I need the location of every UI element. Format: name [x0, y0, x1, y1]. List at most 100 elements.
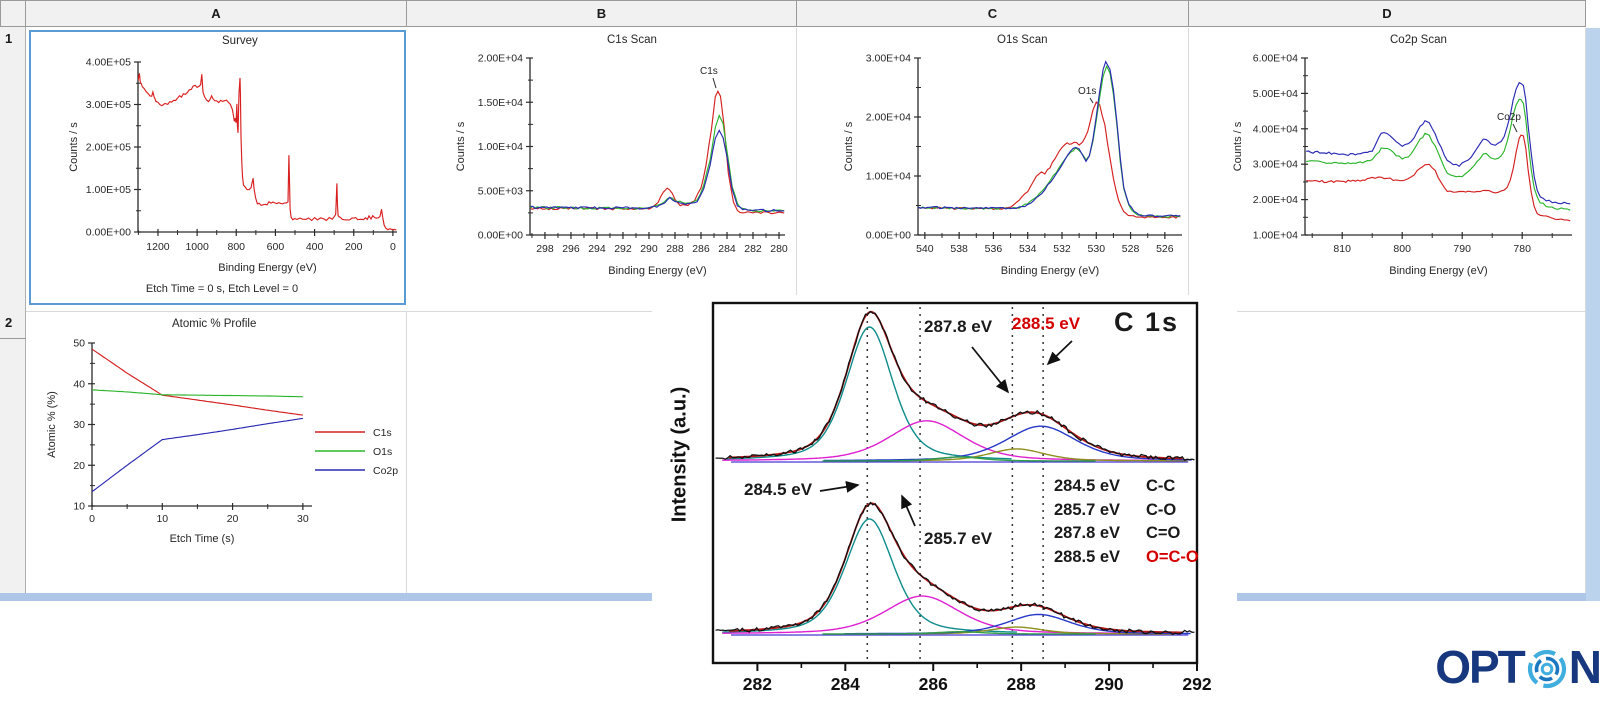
- cell-b1-c1s-scan-chart[interactable]: 298 296 294 292 290 288 286 284 282 280 0.00E+00 5.…: [407, 28, 797, 310]
- column-header-label: A: [211, 6, 221, 21]
- svg-text:286: 286: [919, 674, 948, 694]
- row-separator: [0, 338, 26, 339]
- svg-text:284: 284: [718, 243, 736, 255]
- column-header-d[interactable]: D: [1189, 0, 1586, 27]
- svg-text:282: 282: [744, 243, 762, 255]
- svg-text:20: 20: [73, 460, 85, 472]
- svg-text:800: 800: [228, 241, 246, 253]
- svg-text:0: 0: [390, 241, 396, 253]
- svg-text:1.00E+04: 1.00E+04: [478, 141, 523, 153]
- svg-text:C1s: C1s: [700, 66, 718, 77]
- svg-text:30: 30: [73, 419, 85, 431]
- cell-d1-co2p-scan-chart[interactable]: 810 800 790 780 1.00E+04 2.00E+04 3.00E+04 4.00…: [1189, 28, 1586, 310]
- c1s-fit-plot: 282 284 286 288 290 292: [711, 301, 1212, 694]
- svg-text:Etch Time = 0 s, Etch Level =: Etch Time = 0 s, Etch Level = 0: [146, 283, 298, 295]
- peak-energy: 287.8 eV: [1054, 524, 1121, 543]
- gridline-row1-bottom-left: [26, 311, 652, 312]
- svg-text:286: 286: [692, 243, 710, 255]
- svg-text:600: 600: [267, 241, 285, 253]
- peak-energy: 285.7 eV: [1054, 500, 1121, 519]
- svg-text:298: 298: [536, 243, 554, 255]
- svg-text:Atomic % (%): Atomic % (%): [46, 391, 58, 458]
- svg-text:C1s Scan: C1s Scan: [607, 34, 657, 46]
- gridline-row1-bottom-right: [1237, 311, 1586, 312]
- peak-assignment-table: 284.5 eV C-C 285.7 eV C-O 287.8 eV C=O 288.…: [1054, 475, 1199, 569]
- peak-assignment: O=C-O: [1146, 547, 1199, 566]
- svg-text:1000: 1000: [185, 241, 209, 253]
- logo-text-right: N: [1568, 641, 1600, 693]
- row-header-1[interactable]: 1: [5, 31, 13, 46]
- sheet-right-margin: [1586, 28, 1600, 601]
- svg-text:280: 280: [770, 243, 788, 255]
- column-header-b[interactable]: B: [407, 0, 797, 27]
- svg-text:Counts / s: Counts / s: [1232, 121, 1244, 171]
- svg-text:292: 292: [1182, 674, 1211, 694]
- logo-ring-icon: [1527, 649, 1566, 689]
- svg-text:0.00E+00: 0.00E+00: [478, 230, 523, 242]
- svg-text:528: 528: [1122, 243, 1140, 255]
- svg-text:C1s: C1s: [373, 427, 392, 439]
- column-header-label: D: [1382, 6, 1392, 21]
- selected-cell-outline-a1[interactable]: [29, 30, 406, 305]
- svg-text:800: 800: [1393, 243, 1411, 255]
- svg-text:Counts / s: Counts / s: [843, 121, 855, 171]
- column-header-c[interactable]: C: [797, 0, 1189, 27]
- svg-text:2.00E+05: 2.00E+05: [86, 142, 131, 154]
- svg-text:1.50E+04: 1.50E+04: [478, 97, 523, 109]
- svg-text:288: 288: [666, 243, 684, 255]
- peak-energy: 284.5 eV: [1054, 477, 1121, 496]
- sheet-bottom-band-left: [0, 593, 652, 601]
- svg-text:534: 534: [1019, 243, 1037, 255]
- svg-text:532: 532: [1053, 243, 1071, 255]
- svg-text:0.00E+00: 0.00E+00: [866, 230, 911, 242]
- svg-text:3.00E+05: 3.00E+05: [86, 99, 131, 111]
- cell-a1-survey-chart[interactable]: 1200 1000 800 600 400 200 0 0.00E+00 1.00E+05 2.0…: [27, 28, 407, 310]
- svg-text:538: 538: [950, 243, 968, 255]
- svg-text:4.00E+04: 4.00E+04: [1253, 123, 1298, 135]
- column-header-a[interactable]: A: [26, 0, 407, 27]
- gridline-col-d-right: [1585, 28, 1586, 601]
- peak-assignment: C-C: [1146, 477, 1176, 496]
- svg-text:O1s: O1s: [373, 446, 392, 458]
- row-header-2[interactable]: 2: [5, 315, 13, 330]
- svg-text:Binding Energy (eV): Binding Energy (eV): [1001, 265, 1099, 277]
- column-header-label: B: [596, 6, 607, 21]
- svg-text:10: 10: [73, 501, 85, 513]
- figure-title: C 1s: [1114, 307, 1180, 337]
- svg-text:40: 40: [73, 378, 85, 390]
- svg-text:294: 294: [588, 243, 606, 255]
- svg-text:292: 292: [614, 243, 632, 255]
- svg-text:0.00E+00: 0.00E+00: [86, 227, 131, 239]
- svg-text:790: 790: [1453, 243, 1471, 255]
- svg-text:540: 540: [916, 243, 934, 255]
- svg-text:290: 290: [640, 243, 658, 255]
- svg-text:282: 282: [743, 674, 772, 694]
- sheet-corner-cell[interactable]: [0, 0, 26, 27]
- peak-table-row: 285.7 eV C-O: [1054, 499, 1199, 523]
- cell-c1-o1s-scan-chart[interactable]: 540 538 536 534 532 530 528 526 0.00E+00 1.00E+04…: [797, 28, 1189, 310]
- svg-text:1.00E+04: 1.00E+04: [1253, 230, 1298, 242]
- svg-text:Counts / s: Counts / s: [455, 121, 467, 171]
- svg-text:1200: 1200: [146, 241, 170, 253]
- svg-text:2.00E+04: 2.00E+04: [478, 53, 523, 65]
- svg-text:4.00E+05: 4.00E+05: [86, 57, 131, 69]
- svg-text:1.00E+05: 1.00E+05: [86, 184, 131, 196]
- gridline-col-cd: [1188, 28, 1189, 295]
- annotation-288-5: 288.5 eV: [1012, 314, 1081, 333]
- sheet-bottom-band-right: [1237, 593, 1586, 601]
- row-header-gutter[interactable]: 1 2: [0, 27, 26, 595]
- peak-table-row: 284.5 eV C-C: [1054, 475, 1199, 499]
- svg-text:296: 296: [562, 243, 580, 255]
- cell-a2-atomic-profile-chart[interactable]: 0 10 20 30 10 20 30 40 50 Atomic % Profile Etch Ti…: [27, 312, 407, 595]
- svg-text:Counts / s: Counts / s: [68, 122, 80, 172]
- svg-text:Binding Energy (eV): Binding Energy (eV): [218, 262, 316, 274]
- svg-text:30: 30: [297, 513, 309, 525]
- svg-text:3.00E+04: 3.00E+04: [866, 53, 911, 65]
- c1s-fit-figure[interactable]: 282 284 286 288 290 292 287.8 eV 288.5 eV C 1…: [652, 295, 1237, 702]
- peak-assignment: C-O: [1146, 500, 1177, 519]
- svg-text:10: 10: [156, 513, 168, 525]
- svg-text:400: 400: [306, 241, 324, 253]
- svg-text:526: 526: [1156, 243, 1174, 255]
- peak-table-row: 287.8 eV C=O: [1054, 522, 1199, 546]
- svg-text:Co2p Scan: Co2p Scan: [1390, 34, 1447, 46]
